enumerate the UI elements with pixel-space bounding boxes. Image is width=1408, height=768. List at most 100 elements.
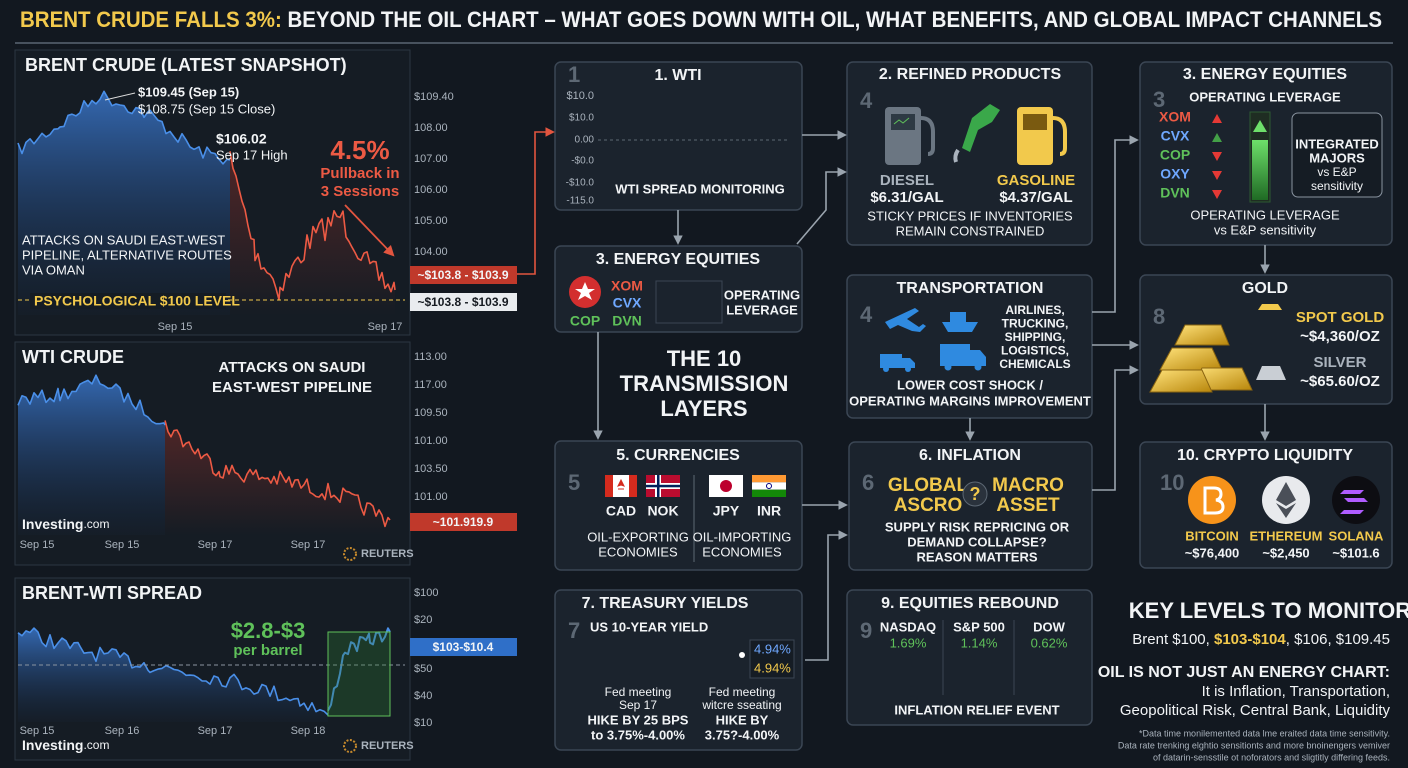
wti-ticks-4: 103.50	[414, 463, 448, 475]
brent-ann1: $109.45 (Sep 15)	[138, 84, 239, 99]
rebound-indices-1-name: S&P 500	[953, 619, 1005, 634]
path-shape	[1212, 190, 1222, 199]
inflation-note-0: SUPPLY RISK REPRICING OR	[885, 519, 1070, 534]
path-shape	[517, 127, 555, 275]
currencies-groups-1-1: ECONOMIES	[702, 544, 782, 559]
currencies-codes-0: CAD	[606, 503, 636, 519]
rect-shape	[327, 631, 391, 717]
brent-tags-0: ~$103.8 - $103.9	[417, 268, 508, 282]
rect-shape	[1252, 140, 1268, 200]
spread-ticks-2: $50	[414, 663, 432, 675]
key-heading: OIL IS NOT JUST AN ENERGY CHART:	[1098, 664, 1390, 681]
inflation-mark: ?	[970, 484, 981, 504]
brent-level: PSYCHOLOGICAL $100 LEVEL	[34, 293, 240, 309]
path-shape	[893, 117, 910, 125]
brent-ticks-3: 106.00	[414, 184, 448, 196]
spread-reuters: REUTERS	[361, 740, 414, 752]
wti-ticks-3: 101.00	[414, 435, 448, 447]
brent-tags-1: ~$103.8 - $103.9	[417, 295, 508, 309]
refined-items-0-price: $6.31/GAL	[870, 189, 943, 206]
transport-list-1: TRUCKING,	[1002, 317, 1069, 331]
brent-ann3b: Sep 17 High	[216, 147, 288, 162]
path-shape	[805, 530, 848, 661]
treasury-left-2: HIKE BY 25 BPS	[588, 712, 689, 727]
rebound-indices-2-change: 0.62%	[1031, 635, 1068, 650]
wti-panel-ticks-0: $10.0	[566, 90, 594, 102]
brent-title: BRENT CRUDE (LATEST SNAPSHOT)	[25, 55, 347, 75]
key-footnote-0: *Data time monilemented data lme eraited…	[1139, 728, 1390, 738]
crypto-items-1-name: ETHEREUM	[1250, 528, 1323, 543]
refined-note-0: STICKY PRICES IF INVENTORIES	[867, 208, 1073, 223]
rect-shape	[752, 489, 786, 497]
rebound-num: 9	[860, 618, 872, 643]
path-shape	[1256, 366, 1286, 380]
rebound-indices-1-change: 1.14%	[961, 635, 998, 650]
rect-shape	[554, 589, 803, 751]
inflation-left-0: GLOBAL	[888, 475, 969, 496]
path-shape	[1258, 304, 1282, 310]
equities-note-1: vs E&P sensitivity	[1214, 222, 1317, 237]
rect-shape	[752, 475, 786, 483]
key-levels-1: $103-$104	[1214, 631, 1286, 648]
spread-ticks-4: $10	[414, 717, 432, 729]
wti-panel-title: 1. WTI	[654, 67, 701, 84]
gold-title: GOLD	[1242, 280, 1288, 297]
transport-list-0: AIRLINES,	[1005, 303, 1064, 317]
rect-shape	[605, 475, 613, 497]
transport-list-2: SHIPPING,	[1005, 330, 1066, 344]
crypto-items-2-name: SOLANA	[1329, 528, 1385, 543]
gold-items-0-name: SPOT GOLD	[1296, 309, 1385, 326]
area	[18, 375, 165, 535]
spread-x-2: Sep 17	[198, 725, 233, 737]
area	[18, 628, 328, 722]
refined-items-0-name: DIESEL	[880, 172, 934, 189]
treasury-left-3: to 3.75%-4.00%	[591, 727, 685, 742]
equities-sub: OPERATING LEVERAGE	[1189, 89, 1341, 104]
inflation-right-1: ASSET	[996, 495, 1060, 516]
wti-panel-num: 1	[568, 62, 580, 87]
treasury-values-0: 4.94%	[754, 641, 791, 656]
price-line	[327, 627, 391, 712]
transport-list-3: LOGISTICS,	[1001, 344, 1069, 358]
rebound-indices-2-name: DOW	[1033, 619, 1066, 634]
spread-ticks-1: $20	[414, 614, 432, 626]
key-levels-0: Brent $100,	[1132, 631, 1214, 648]
brent-note-1: PIPELINE, ALTERNATIVE ROUTES	[22, 247, 232, 262]
spread-ann2: per barrel	[233, 642, 302, 659]
line-shape	[104, 92, 136, 101]
inflation-title: 6. INFLATION	[919, 447, 1021, 464]
path-shape	[885, 308, 926, 332]
wti-source-1: .com	[83, 517, 109, 531]
circle-shape	[962, 481, 988, 507]
treasury-title: 7. TREASURY YIELDS	[582, 595, 749, 612]
rect-shape	[410, 293, 517, 311]
path-shape	[880, 354, 915, 368]
crypto-items-1-price: ~$2,450	[1262, 545, 1309, 560]
currencies-codes-1: NOK	[647, 503, 678, 519]
refined-items-1-name: GASOLINE	[997, 172, 1075, 189]
circle-shape	[883, 366, 889, 372]
key-lines-1: Geopolitical Risk, Central Bank, Liquidi…	[1120, 702, 1391, 719]
equities-box-0: INTEGRATED	[1295, 136, 1379, 151]
treasury-right-1: witcre ssеating	[701, 698, 781, 712]
brent-ann2: $108.75 (Sep 15 Close)	[138, 101, 275, 116]
path-shape	[962, 104, 1000, 152]
circle-shape	[974, 363, 982, 371]
equities-note-0: OPERATING LEVERAGE	[1190, 207, 1340, 222]
transport-list-4: CHEMICALS	[999, 357, 1070, 371]
wti-ticks-0: 113.00	[414, 351, 447, 363]
rect-shape	[410, 638, 517, 656]
path-shape	[1203, 486, 1225, 515]
path-shape	[796, 167, 847, 245]
spread-source-1: .com	[83, 738, 109, 752]
path-shape	[1052, 116, 1067, 156]
treasury-right-0: Fed meeting	[709, 685, 776, 699]
wti-panel-ticks-3: -$0.0	[571, 156, 594, 167]
rect-shape	[1291, 112, 1383, 198]
brent-note-0: ATTACKS ON SAUDI EAST-WEST	[22, 232, 225, 247]
inflation-left-1: ASCRO	[894, 495, 963, 516]
key-footnote-1: Data rate trenking elghtio sensitionts a…	[1118, 740, 1390, 750]
price-line	[17, 90, 231, 165]
inflation-note-1: DEMAND COLLAPSE?	[907, 534, 1046, 549]
rect-shape	[655, 280, 723, 324]
